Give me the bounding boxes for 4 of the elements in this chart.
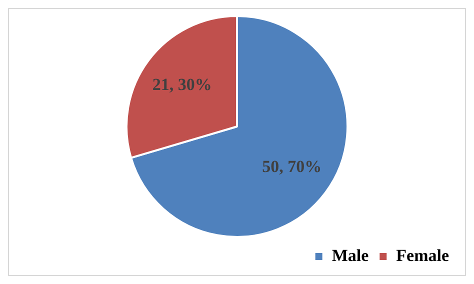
legend-label: Male: [332, 246, 370, 265]
legend-label: Female: [396, 246, 450, 265]
data-label: 50, 70%: [262, 156, 322, 176]
data-label: 21, 30%: [152, 74, 212, 94]
